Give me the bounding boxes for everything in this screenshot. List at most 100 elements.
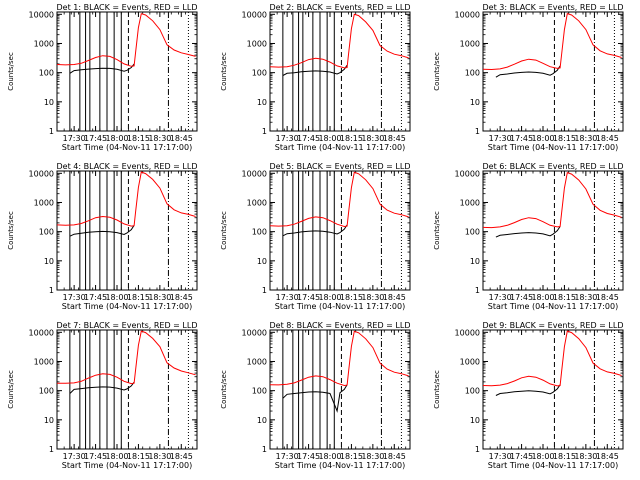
series-line-events	[69, 63, 135, 74]
x-tick-label: 17:45	[84, 134, 107, 143]
series-line-lld	[483, 330, 622, 387]
panel-det-2: Det 2: BLACK = Events, RED = LLD Counts/s…	[220, 3, 411, 152]
y-axis-label: Counts/sec	[7, 211, 15, 250]
x-tick-label: 17:30	[276, 134, 299, 143]
plot-area	[270, 12, 409, 131]
y-axis-label: Counts/sec	[220, 370, 228, 409]
y-tick-label: 1000	[247, 39, 267, 48]
plot-frame	[56, 329, 198, 450]
x-axis-label: Start Time (04-Nov-11 17:17:00)	[275, 143, 405, 152]
x-tick-label: 18:45	[596, 293, 619, 302]
series-line-events	[69, 225, 135, 237]
y-tick-label: 100	[465, 69, 480, 78]
series-line-lld	[57, 330, 196, 385]
panel-title: Det 7: BLACK = Events, RED = LLD	[57, 321, 198, 330]
panel-title: Det 2: BLACK = Events, RED = LLD	[270, 3, 411, 12]
x-tick-label: 18:15	[340, 293, 363, 302]
y-tick-label: 1	[475, 286, 480, 295]
x-tick-label: 18:00	[531, 452, 554, 461]
y-axis-label: Counts/sec	[220, 211, 228, 250]
y-tick-label: 100	[252, 69, 267, 78]
plot-frame	[482, 11, 624, 132]
x-tick-label: 18:30	[361, 293, 384, 302]
y-tick-label: 1000	[460, 357, 480, 366]
x-tick-label: 18:45	[596, 134, 619, 143]
series-line-events	[282, 224, 348, 237]
plot-frame	[482, 329, 624, 450]
series-line-events	[69, 381, 135, 394]
y-tick-label: 100	[252, 387, 267, 396]
plot-frame	[482, 170, 624, 291]
panel-det-7: Det 7: BLACK = Events, RED = LLD Counts/s…	[7, 321, 198, 470]
y-tick-label: 1000	[460, 39, 480, 48]
x-tick-label: 17:45	[297, 134, 320, 143]
series-line-lld	[483, 13, 622, 71]
y-tick-label: 10	[470, 98, 480, 107]
series-line-events	[495, 226, 561, 238]
y-tick-label: 10	[44, 98, 54, 107]
x-tick-label: 17:30	[63, 134, 86, 143]
series-line-lld	[270, 13, 409, 69]
x-tick-label: 18:15	[340, 452, 363, 461]
x-tick-label: 17:45	[510, 134, 533, 143]
x-axis-label: Start Time (04-Nov-11 17:17:00)	[62, 302, 192, 311]
x-tick-label: 18:30	[148, 134, 171, 143]
x-tick-label: 18:00	[318, 134, 341, 143]
x-tick-label: 18:30	[574, 134, 597, 143]
plot-area	[483, 171, 622, 290]
y-tick-label: 1000	[34, 198, 54, 207]
x-tick-label: 18:45	[383, 293, 406, 302]
x-axis-label: Start Time (04-Nov-11 17:17:00)	[488, 461, 618, 470]
x-axis-label: Start Time (04-Nov-11 17:17:00)	[275, 461, 405, 470]
y-tick-label: 1	[49, 127, 54, 136]
y-tick-label: 10	[257, 416, 267, 425]
x-tick-label: 18:30	[148, 293, 171, 302]
y-tick-label: 10000	[455, 10, 480, 19]
y-axis-label: Counts/sec	[433, 211, 441, 250]
x-tick-label: 18:00	[105, 452, 128, 461]
y-tick-label: 100	[39, 69, 54, 78]
x-tick-label: 18:30	[361, 452, 384, 461]
y-tick-label: 1	[262, 286, 267, 295]
plot-frame	[269, 329, 411, 450]
plot-area	[57, 330, 196, 449]
panel-title: Det 4: BLACK = Events, RED = LLD	[57, 162, 198, 171]
panel-title: Det 9: BLACK = Events, RED = LLD	[483, 321, 624, 330]
x-tick-label: 18:00	[105, 134, 128, 143]
y-tick-label: 1	[262, 445, 267, 454]
x-tick-label: 18:15	[127, 293, 150, 302]
y-tick-label: 100	[465, 387, 480, 396]
x-tick-label: 17:45	[510, 452, 533, 461]
y-axis-label: Counts/sec	[433, 370, 441, 409]
y-tick-label: 1000	[34, 39, 54, 48]
y-tick-label: 100	[39, 228, 54, 237]
x-tick-label: 17:30	[489, 134, 512, 143]
plot-frame	[56, 11, 198, 132]
y-tick-label: 10000	[455, 169, 480, 178]
x-tick-label: 18:00	[318, 293, 341, 302]
x-tick-label: 18:30	[574, 293, 597, 302]
y-tick-label: 10000	[29, 10, 54, 19]
y-tick-label: 10000	[242, 10, 267, 19]
series-line-events	[282, 64, 348, 76]
panel-title: Det 3: BLACK = Events, RED = LLD	[483, 3, 624, 12]
y-axis-label: Counts/sec	[7, 370, 15, 409]
panel-det-3: Det 3: BLACK = Events, RED = LLD Counts/s…	[433, 3, 624, 152]
y-tick-label: 10	[44, 257, 54, 266]
x-tick-label: 17:45	[297, 452, 320, 461]
series-line-lld	[483, 172, 622, 229]
plot-area	[270, 171, 409, 290]
y-tick-label: 10000	[29, 328, 54, 337]
series-line-events	[495, 384, 561, 396]
x-tick-label: 18:30	[148, 452, 171, 461]
y-tick-label: 1	[262, 127, 267, 136]
x-tick-label: 17:30	[63, 293, 86, 302]
x-axis-label: Start Time (04-Nov-11 17:17:00)	[275, 302, 405, 311]
panel-title: Det 5: BLACK = Events, RED = LLD	[270, 162, 411, 171]
x-tick-label: 17:30	[276, 293, 299, 302]
x-tick-label: 18:45	[170, 293, 193, 302]
plot-area	[483, 330, 622, 449]
series-line-lld	[57, 13, 196, 67]
plot-area	[57, 171, 196, 290]
